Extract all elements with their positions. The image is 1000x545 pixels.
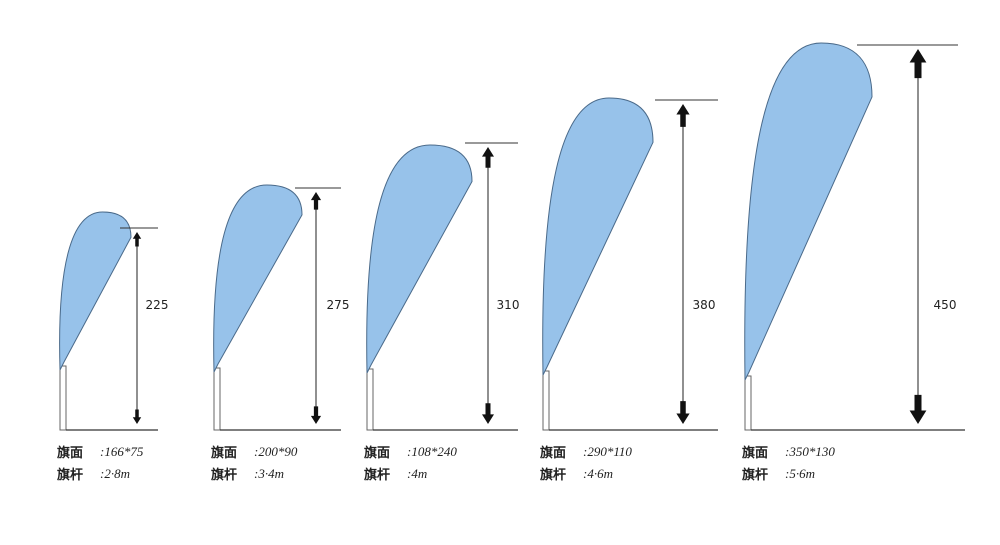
pole-label: 旗杆 [211, 467, 237, 483]
height-label: 450 [934, 298, 957, 312]
arrow-head [482, 403, 494, 424]
face-label: 旗面 [742, 445, 768, 461]
pole-length: :3·4m [254, 466, 284, 481]
arrow-head [676, 104, 690, 127]
height-label: 310 [497, 298, 520, 312]
height-label: 380 [693, 298, 716, 312]
pole-label: 旗杆 [540, 467, 566, 483]
flag [542, 97, 654, 376]
pole-length: :5·6m [785, 466, 815, 481]
pole-length: :4m [407, 466, 427, 481]
flag [213, 184, 303, 373]
flag [366, 144, 473, 374]
pole [59, 365, 67, 431]
arrow-head [482, 147, 494, 168]
pole [213, 367, 221, 431]
arrow-head [676, 401, 690, 424]
face-size: :108*240 [407, 444, 457, 459]
pole-label: 旗杆 [364, 467, 390, 483]
face-label: 旗面 [364, 445, 390, 461]
pole-length: :4·6m [583, 466, 613, 481]
pole-label: 旗杆 [57, 467, 83, 483]
arrow-head [132, 409, 142, 424]
height-label: 275 [327, 298, 350, 312]
face-size: :200*90 [254, 444, 298, 459]
arrow-head [909, 394, 927, 424]
pole-length: :2·8m [100, 466, 130, 481]
face-label: 旗面 [540, 445, 566, 461]
face-label: 旗面 [211, 445, 237, 461]
flag [744, 42, 873, 381]
face-size: :290*110 [583, 444, 632, 459]
face-label: 旗面 [57, 445, 83, 461]
pole [744, 375, 752, 431]
arrow-head [310, 406, 322, 424]
face-size: :166*75 [100, 444, 144, 459]
pole-label: 旗杆 [742, 467, 768, 483]
pole [366, 368, 374, 431]
face-size: :350*130 [785, 444, 835, 459]
height-label: 225 [146, 298, 169, 312]
arrow-head [909, 49, 927, 79]
arrow-head [132, 232, 142, 247]
flag [59, 211, 132, 371]
pole [542, 370, 550, 431]
arrow-head [310, 192, 322, 210]
